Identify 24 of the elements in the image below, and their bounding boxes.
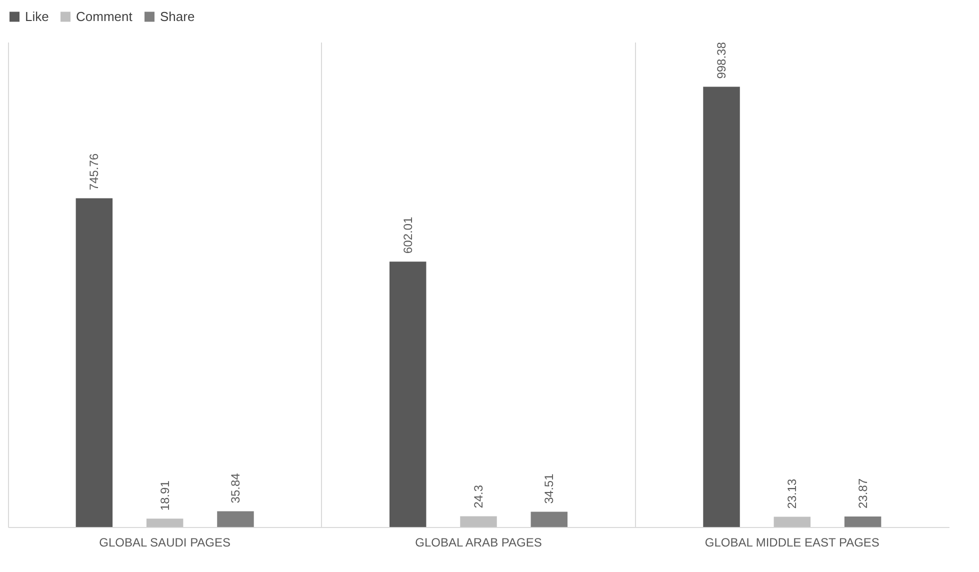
bar	[460, 516, 497, 527]
bar	[844, 516, 882, 527]
data-label: 998.38	[714, 42, 729, 79]
data-label: 602.01	[400, 216, 415, 254]
bar	[76, 198, 113, 527]
bar	[774, 516, 811, 527]
legend-label: Share	[160, 8, 195, 24]
data-label: 34.51	[542, 473, 556, 504]
bar	[389, 262, 426, 527]
legend-label: Like	[25, 8, 49, 24]
data-label: 18.91	[158, 480, 172, 511]
x-tick-label: GLOBAL SAUDI PAGES	[99, 536, 231, 550]
data-label: 35.84	[228, 472, 242, 504]
bar	[146, 518, 184, 527]
data-label: 24.3	[472, 484, 486, 508]
x-tick-label: GLOBAL MIDDLE EAST PAGES	[704, 536, 880, 550]
data-label: 23.13	[785, 478, 800, 509]
legend-label: Comment	[76, 8, 133, 24]
x-tick-label: GLOBAL ARAB PAGES	[415, 536, 542, 550]
bar	[530, 512, 568, 527]
data-label: 745.76	[87, 153, 102, 190]
bar	[217, 511, 254, 527]
data-label: 23.87	[856, 478, 870, 508]
bar	[703, 86, 740, 527]
